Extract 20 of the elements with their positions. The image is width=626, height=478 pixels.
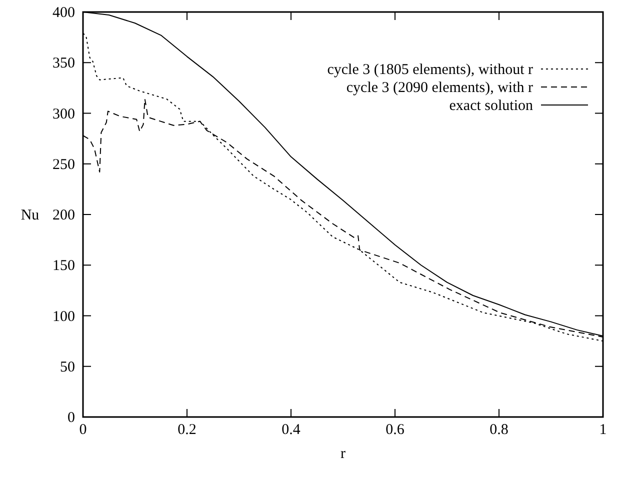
y-tick-label: 150 — [52, 258, 75, 274]
y-tick-label: 0 — [68, 410, 75, 426]
y-tick-label: 300 — [52, 106, 75, 122]
legend-label: cycle 3 (2090 elements), with r — [346, 80, 533, 96]
y-tick-label: 50 — [60, 359, 75, 376]
y-tick-label: 100 — [52, 308, 75, 325]
x-tick-label: 0.2 — [178, 422, 196, 438]
x-tick-label: 0.4 — [282, 422, 301, 438]
y-tick-label: 400 — [52, 5, 75, 21]
x-tick-label: 1 — [599, 422, 607, 438]
legend-label: cycle 3 (1805 elements), without r — [327, 62, 533, 78]
y-tick-label: 250 — [52, 156, 75, 173]
x-tick-label: 0.6 — [386, 422, 405, 438]
y-tick-label: 200 — [52, 208, 75, 224]
x-tick-label: 0.8 — [490, 422, 508, 438]
y-axis-title: Nu — [20, 208, 40, 224]
x-axis-title: r — [340, 446, 346, 462]
x-tick-label: 0 — [79, 422, 87, 438]
y-tick-label: 350 — [52, 56, 75, 72]
legend-label: exact solution — [449, 98, 534, 114]
